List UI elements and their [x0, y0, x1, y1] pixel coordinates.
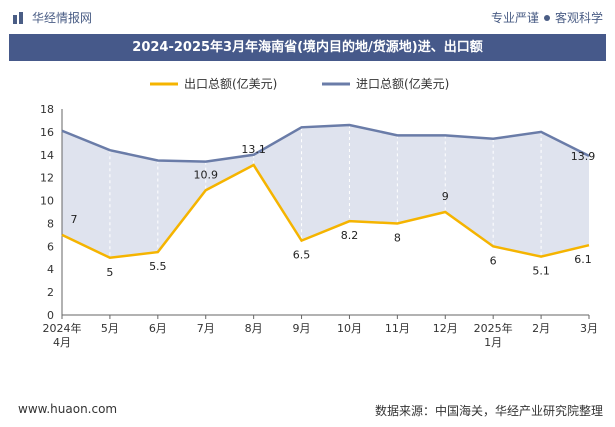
- tagline: 专业严谨 客观科学: [491, 9, 603, 26]
- export-data-label: 6: [490, 254, 497, 267]
- y-tick-label: 14: [40, 149, 54, 162]
- y-tick-label: 0: [47, 309, 54, 322]
- y-tick-label: 16: [40, 126, 54, 139]
- chart-title: 2024-2025年3月年海南省(境内目的地/货源地)进、出口额: [132, 40, 483, 55]
- x-tick-label: 10月: [337, 322, 362, 335]
- export-data-label: 5.1: [532, 265, 550, 278]
- footer: www.huaon.com 数据来源：中国海关，华经产业研究院整理: [0, 395, 615, 427]
- tagline-left: 专业严谨: [490, 11, 539, 25]
- import-data-label: 13.9: [571, 150, 596, 163]
- line-chart: 出口总额(亿美元) 进口总额(亿美元) 0 2 4 6 8 10 12 14 16 18 2024年…: [40, 76, 598, 349]
- bullet-dot-icon: [543, 14, 550, 21]
- y-tick-label: 18: [40, 103, 54, 116]
- tagline-right: 客观科学: [554, 11, 603, 25]
- export-data-label: 5: [106, 266, 113, 279]
- chart-title-bar: 2024-2025年3月年海南省(境内目的地/货源地)进、出口额: [9, 34, 606, 61]
- export-line: [61, 163, 590, 260]
- x-tick-label: 2025年: [474, 321, 513, 335]
- export-data-label: 6.1: [574, 253, 592, 266]
- export-data-label: 5.5: [149, 260, 167, 273]
- x-tick-label: 1月: [484, 336, 502, 349]
- y-tick-label: 10: [40, 195, 54, 208]
- export-data-label: 9: [442, 190, 449, 203]
- y-tick-label: 6: [47, 240, 54, 253]
- import-line: [61, 123, 590, 163]
- y-tick-label: 2: [47, 286, 54, 299]
- x-tick-label: 9月: [293, 322, 311, 335]
- gap-area: [62, 125, 589, 258]
- x-tick-label: 2024年: [43, 321, 82, 335]
- y-tick-label: 4: [47, 263, 54, 276]
- legend-label-import: 进口总额(亿美元): [356, 76, 449, 91]
- export-data-label: 8: [394, 231, 401, 244]
- x-tick-label: 8月: [245, 322, 263, 335]
- legend-label-export: 出口总额(亿美元): [184, 76, 277, 91]
- x-tick-label: 12月: [433, 322, 458, 335]
- y-tick-label: 8: [47, 217, 54, 230]
- x-tick-label: 7月: [197, 322, 215, 335]
- export-data-label: 8.2: [341, 229, 359, 242]
- brand-name: 华经情报网: [32, 11, 93, 25]
- x-tick-label: 3月: [580, 322, 598, 335]
- top-bar: 华经情报网 专业严谨 客观科学: [0, 0, 615, 34]
- x-tick-label: 11月: [385, 322, 410, 335]
- footer-website[interactable]: www.huaon.com: [18, 402, 118, 416]
- export-data-label: 13.1: [241, 143, 266, 156]
- legend: 出口总额(亿美元) 进口总额(亿美元): [150, 76, 449, 91]
- brand: 华经情报网: [12, 9, 92, 26]
- x-tick-label: 2月: [532, 322, 550, 335]
- footer-source: 数据来源：中国海关，华经产业研究院整理: [374, 404, 603, 418]
- x-tick-label: 4月: [53, 336, 71, 349]
- bar-logo-icon: [13, 11, 23, 24]
- export-data-label: 7: [71, 213, 78, 226]
- y-tick-label: 12: [40, 172, 54, 185]
- x-tick-label: 5月: [101, 322, 119, 335]
- export-data-label: 6.5: [293, 249, 311, 262]
- x-tick-label: 6月: [149, 322, 167, 335]
- export-data-label: 10.9: [193, 168, 218, 181]
